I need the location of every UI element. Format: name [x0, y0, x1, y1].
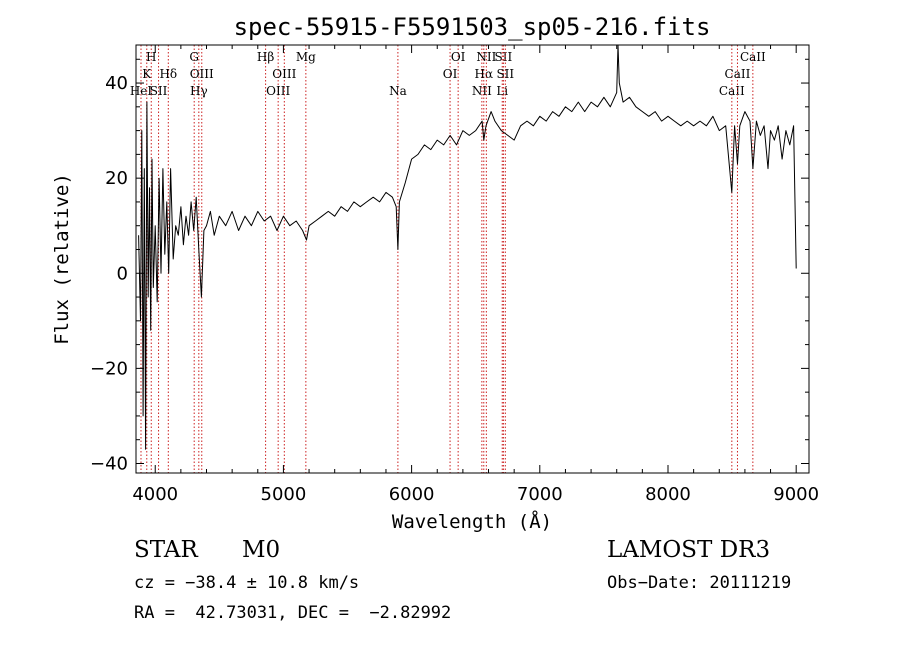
- line-label-11: Mg: [296, 50, 316, 64]
- chart-title: spec-55915-F5591503_sp05-216.fits: [234, 13, 711, 41]
- line-label-20: SII: [496, 67, 514, 81]
- line-label-8: Hβ: [257, 50, 274, 64]
- line-label-3: SII: [150, 84, 168, 98]
- line-label-4: Hδ: [159, 67, 177, 81]
- y-tick-label-1: −20: [90, 358, 128, 379]
- plot-frame: [135, 44, 810, 474]
- y-tick-label-4: 40: [105, 73, 128, 94]
- x-tick-label-3: 7000: [517, 484, 563, 505]
- line-label-10: OIII: [272, 67, 296, 81]
- x-axis-label: Wavelength (Å): [392, 510, 552, 533]
- line-label-17: NII: [476, 50, 496, 64]
- y-tick-label-3: 20: [105, 168, 128, 189]
- spectral-line-markers: HeIKHSIIHδGHγOIIIHβOIIIOIIIMgNaOIOINIIHα…: [130, 45, 766, 473]
- line-label-21: CaII: [719, 84, 745, 98]
- line-label-6: Hγ: [190, 84, 208, 98]
- line-label-18: Li: [496, 84, 508, 98]
- line-label-23: CaII: [740, 50, 766, 64]
- line-label-2: H: [146, 50, 156, 64]
- survey-name: LAMOST DR3: [607, 537, 771, 563]
- x-axis: 4000 5000 6000 7000 8000 9000: [132, 45, 819, 505]
- coordinates-readout: RA = 42.73031, DEC = −2.82992: [134, 603, 452, 623]
- redshift-readout: cz = −38.4 ± 10.8 km/s: [134, 573, 360, 593]
- line-label-16: Hα: [474, 67, 493, 81]
- line-label-22: CaII: [725, 67, 751, 81]
- line-label-15: NII: [472, 84, 492, 98]
- x-tick-label-2: 6000: [389, 484, 435, 505]
- y-axis: −40 −20 0 20 40: [90, 58, 809, 474]
- x-tick-label-0: 4000: [132, 484, 178, 505]
- object-subclass: M0: [242, 537, 281, 563]
- x-tick-label-5: 9000: [773, 484, 819, 505]
- line-label-13: OI: [443, 67, 458, 81]
- object-class: STAR: [134, 537, 198, 563]
- line-label-14: OI: [451, 50, 466, 64]
- y-tick-label-0: −40: [90, 453, 128, 474]
- line-label-12: Na: [389, 84, 407, 98]
- flux-series-line: [138, 44, 797, 450]
- line-label-19: SII: [495, 50, 513, 64]
- y-axis-label: Flux (relative): [51, 173, 73, 345]
- line-label-1: K: [142, 67, 152, 81]
- line-label-7: OIII: [190, 67, 214, 81]
- line-label-5: G: [189, 50, 199, 64]
- x-tick-label-4: 8000: [645, 484, 691, 505]
- x-tick-label-1: 5000: [261, 484, 307, 505]
- observation-date: Obs−Date: 20111219: [607, 573, 792, 593]
- line-label-9: OIII: [266, 84, 290, 98]
- y-tick-label-2: 0: [117, 263, 128, 284]
